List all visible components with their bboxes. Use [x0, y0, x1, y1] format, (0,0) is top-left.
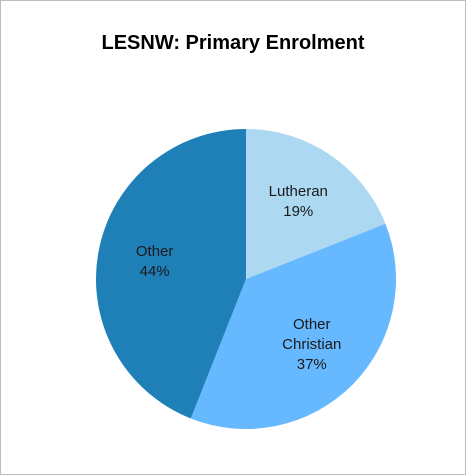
- pie-slice: [190, 223, 397, 430]
- value-label: 37%: [296, 355, 327, 373]
- chart-title: LESNW: Primary Enrolment: [101, 32, 365, 54]
- category-label: Lutheran: [268, 183, 328, 201]
- data-label: Lutheran 19%: [253, 182, 343, 222]
- value-label: 19%: [283, 203, 314, 221]
- data-label: Other 44%: [110, 242, 200, 282]
- category-label: Other Christian: [282, 315, 342, 353]
- value-label: 44%: [139, 262, 170, 280]
- category-label: Other: [135, 242, 174, 260]
- data-label: Other Christian 37%: [267, 315, 357, 375]
- pie-slice: [95, 129, 246, 419]
- pie-slice: [246, 129, 386, 279]
